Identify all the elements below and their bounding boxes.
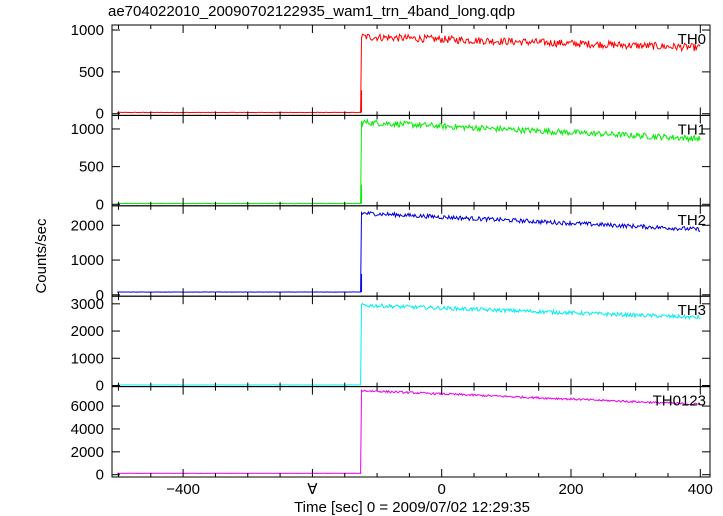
y-tick-label: 500: [79, 159, 104, 176]
panel-frame-TH1: [111, 114, 711, 207]
series-line-TH2: [117, 210, 701, 293]
series-label-TH1: TH1: [678, 121, 706, 138]
y-tick-label: 4000: [71, 421, 104, 438]
y-tick-label: 2000: [71, 444, 104, 461]
y-tick-label: 2000: [71, 217, 104, 234]
y-tick-label: 1000: [71, 22, 104, 39]
y-tick-label: 0: [96, 287, 104, 304]
x-tick-label: 0: [438, 481, 446, 498]
series-label-TH0: TH0: [678, 31, 706, 48]
series-line-TH1: [117, 118, 701, 205]
series-line-TH0: [117, 32, 701, 114]
x-tick-label: 200: [558, 481, 583, 498]
y-tick-label: 500: [79, 64, 104, 81]
y-tick-label: 0: [96, 106, 104, 123]
panel-frame-TH0: [111, 24, 711, 116]
y-tick-label: 1000: [71, 121, 104, 138]
series-label-TH0123: TH0123: [653, 393, 706, 410]
y-axis-label: Counts/sec: [33, 218, 50, 294]
panel-frame-TH2: [111, 205, 711, 297]
chart-title: ae704022010_20090702122935_wam1_trn_4ban…: [108, 3, 515, 20]
y-tick-label: 0: [96, 467, 104, 484]
x-axis-label: Time [sec] 0 = 2009/07/02 12:29:35: [294, 499, 530, 516]
series-line-TH3: [117, 302, 701, 386]
y-tick-label: 2000: [71, 323, 104, 340]
x-tick-label: ∀: [307, 481, 318, 498]
y-tick-label: 1000: [71, 252, 104, 269]
y-tick-label: 0: [96, 378, 104, 395]
y-tick-label: 6000: [71, 398, 104, 415]
y-tick-label: 0: [96, 196, 104, 213]
x-tick-label: −400: [166, 481, 200, 498]
y-tick-label: 1000: [71, 350, 104, 367]
series-label-TH2: TH2: [678, 212, 706, 229]
panel-frame-TH3: [111, 295, 711, 388]
y-tick-label: 3000: [71, 296, 104, 313]
panel-frame-TH0123: [111, 386, 711, 478]
x-tick-label: 400: [688, 481, 713, 498]
series-label-TH3: TH3: [678, 302, 706, 319]
series-line-TH0123: [117, 389, 701, 474]
